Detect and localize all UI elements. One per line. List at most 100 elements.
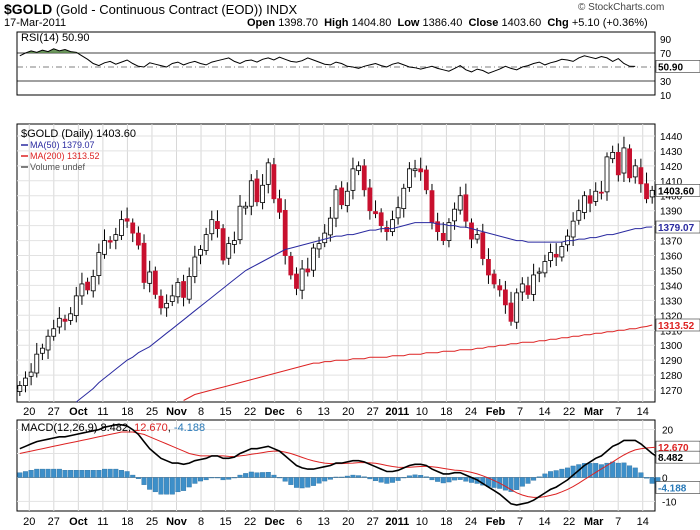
- candle-body: [254, 178, 260, 203]
- macd-hist-bar: [62, 470, 68, 478]
- candle-body: [452, 208, 457, 222]
- macd-hist-bar: [181, 477, 187, 491]
- macd-x-tick-label: 7: [615, 516, 621, 528]
- ma200-tag: 1313.52: [658, 321, 695, 332]
- candle-body: [486, 259, 491, 276]
- price-x-tick-label: 10: [416, 406, 428, 418]
- macd-hist-bar: [531, 477, 537, 481]
- price-y-tick-label: 1410: [660, 177, 683, 188]
- candle-body: [271, 164, 277, 200]
- macd-hist-bar: [209, 477, 215, 479]
- macd-x-tick-label: 8: [198, 516, 204, 528]
- candle-body: [491, 273, 497, 285]
- macd-hist-bar: [373, 477, 379, 482]
- candle-body: [350, 168, 356, 191]
- macd-y-tick-label: -10: [662, 497, 677, 508]
- macd-hist-bar: [435, 477, 441, 482]
- price-last-tag-box: [655, 184, 700, 197]
- macd-hist-bar: [632, 467, 638, 478]
- macd-hist-bar: [192, 477, 198, 484]
- macd-panel-frame: [16, 419, 656, 512]
- macd-hist-bar: [644, 477, 650, 479]
- candle-body: [457, 195, 463, 211]
- macd-line: [19, 423, 659, 506]
- macd-x-tick-label: 10: [416, 516, 428, 528]
- macd-hist-bar: [214, 477, 220, 479]
- macd-hist-bar: [564, 467, 570, 478]
- candle-body: [531, 274, 537, 295]
- macd-x-tick-label: 2011: [385, 516, 409, 528]
- candle-body: [311, 247, 316, 271]
- macd-hist-bar: [226, 477, 232, 480]
- price-x-tick-label: 14: [637, 406, 649, 418]
- candle-body: [152, 270, 158, 295]
- macd-hist-bar: [220, 477, 226, 481]
- macd-hist-bar: [158, 477, 164, 495]
- macd-hist-bar: [90, 470, 96, 478]
- macd-hist-bar: [17, 472, 23, 478]
- price-y-tick-label: 1390: [660, 207, 683, 218]
- candle-body: [107, 240, 113, 243]
- candle-body: [62, 318, 68, 322]
- price-panel-frame: [16, 123, 656, 403]
- candle-body: [638, 167, 644, 185]
- macd-hist-bar: [384, 477, 390, 484]
- rsi-overbought-fill: [19, 48, 653, 53]
- price-x-tick-label: 18: [121, 406, 133, 418]
- price-x-tick-label: 8: [198, 406, 204, 418]
- candle-body: [181, 281, 186, 298]
- candle-body: [130, 222, 136, 234]
- candle-body: [147, 271, 153, 284]
- chg-value: +5.10 (+0.36%): [571, 17, 648, 29]
- candle-body: [237, 205, 243, 241]
- macd-x-tick-label: 27: [367, 516, 379, 528]
- macd-hist-bar: [514, 477, 520, 490]
- macd-hist-bar: [412, 474, 418, 478]
- candle-body: [582, 195, 587, 213]
- candle-body: [73, 295, 79, 317]
- candle-body: [548, 252, 553, 262]
- price-x-tick-label: Nov: [166, 406, 188, 418]
- macd-x-tick-label: 14: [538, 516, 550, 528]
- exchange: INDX: [266, 2, 298, 17]
- candle-body: [226, 243, 232, 259]
- macd-x-tick-label: 20: [23, 516, 35, 528]
- price-x-tick-label: 22: [563, 406, 575, 418]
- candle-body: [215, 221, 220, 230]
- macd-hist-bar: [401, 477, 407, 479]
- macd-legend: MACD(12,26,9) 8.482, 12.670, -4.188: [21, 422, 205, 434]
- macd-hist-bar: [310, 477, 316, 486]
- rsi-y-tick-label: 70: [660, 49, 672, 60]
- macd-hist-bar: [186, 477, 192, 488]
- candle-body: [231, 240, 237, 245]
- candle-body: [474, 234, 480, 240]
- macd-hist-bar: [621, 462, 627, 478]
- price-y-tick-label: 1280: [660, 371, 683, 382]
- macd-hist-bar: [452, 477, 458, 481]
- macd-y-tick-label: 20: [662, 426, 674, 437]
- macd-hist-bar: [175, 477, 181, 493]
- macd-hist-bar: [638, 472, 644, 478]
- candle-body: [102, 240, 107, 255]
- macd-hist-bar: [288, 477, 294, 485]
- candle-body: [169, 295, 175, 302]
- macd-hist-bar: [542, 473, 548, 478]
- macd-legend-part: 8.482,: [100, 422, 134, 434]
- candle-body: [299, 268, 305, 291]
- candle-body: [56, 317, 62, 328]
- candle-body: [542, 261, 548, 274]
- candle-body: [553, 253, 559, 258]
- candle-body: [186, 276, 192, 300]
- macd-hist-bar: [525, 477, 531, 484]
- macd-hist-bar: [519, 477, 525, 487]
- macd-hist-bar: [203, 477, 209, 481]
- candle-body: [158, 295, 164, 309]
- copyright: © StockCharts.com: [578, 2, 665, 13]
- candle-body: [514, 292, 520, 323]
- candle-body: [440, 233, 446, 241]
- candle-body: [45, 335, 51, 351]
- macd-hist-bar: [135, 477, 141, 479]
- candle-body: [85, 281, 90, 291]
- macd-hist-bar: [277, 477, 283, 479]
- low-label: Low: [397, 17, 420, 29]
